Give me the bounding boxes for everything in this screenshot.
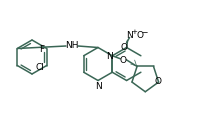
Text: O: O — [120, 56, 127, 65]
Text: F: F — [39, 45, 44, 54]
Text: N: N — [126, 31, 133, 40]
Text: N: N — [96, 81, 102, 90]
Text: −: − — [141, 28, 148, 37]
Text: O: O — [136, 31, 143, 40]
Text: N: N — [106, 52, 113, 61]
Text: NH: NH — [65, 41, 79, 50]
Text: +: + — [132, 29, 138, 35]
Text: Cl: Cl — [35, 62, 44, 71]
Text: O: O — [120, 43, 127, 52]
Text: O: O — [154, 76, 162, 85]
